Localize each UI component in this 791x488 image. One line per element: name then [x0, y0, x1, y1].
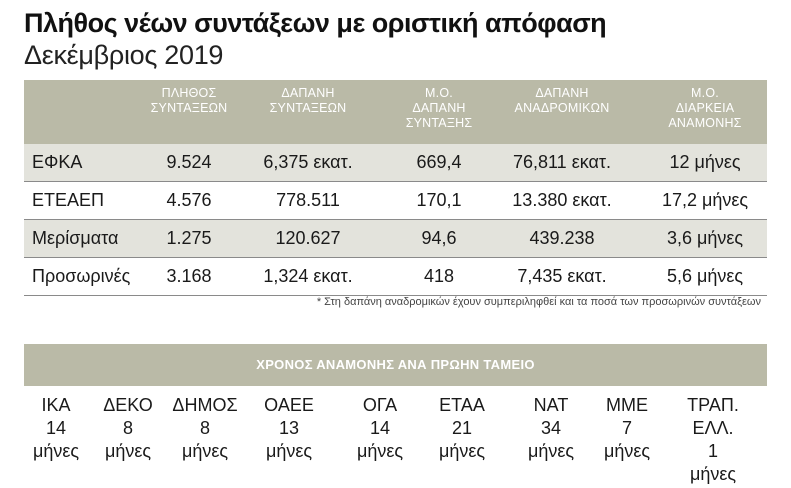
fund-ika: ΙΚΑ 14 μήνες [32, 395, 80, 461]
fund-nat: ΝΑΤ 34 μήνες [527, 395, 575, 461]
pensions-table: ΠΛΗΘΟΣ ΣΥΝΤΑΞΕΩΝ ΔΑΠΑΝΗ ΣΥΝΤΑΞΕΩΝ Μ.Ο. ΔΑΠΑ… [24, 80, 767, 296]
row-count: 9.524 [166, 152, 212, 172]
row-retro: 439.238 [529, 228, 595, 248]
header-count: ΠΛΗΘΟΣ ΣΥΝΤΑΞΕΩΝ [150, 86, 228, 115]
footnote: * Στη δαπάνη αναδρομικών έχουν συμπεριλη… [316, 296, 761, 308]
table-row: ΕΤΕΑΕΠ 4.576 778.511 170,1 13.380 εκατ. … [24, 182, 767, 220]
row-cost: 1,324 εκατ. [263, 266, 353, 286]
fund-dimos: ΔΗΜΟΣ 8 μήνες [172, 395, 238, 461]
fund-oaee: ΟΑΕΕ 13 μήνες [264, 395, 314, 461]
page-title: Πλήθος νέων συντάξεων με οριστική απόφασ… [24, 8, 607, 38]
row-avg-cost: 94,6 [421, 228, 457, 248]
fund-deko: ΔΕΚΟ 8 μήνες [103, 395, 153, 461]
row-avg-cost: 669,4 [416, 152, 462, 172]
page-subtitle: Δεκέμβριος 2019 [24, 40, 224, 70]
row-label: Προσωρινές [32, 266, 131, 286]
row-label: ΕΤΕΑΕΠ [32, 190, 105, 210]
row-wait: 5,6 μήνες [666, 266, 744, 286]
row-wait: 12 μήνες [669, 152, 741, 172]
row-wait: 3,6 μήνες [666, 228, 744, 248]
table-header: ΠΛΗΘΟΣ ΣΥΝΤΑΞΕΩΝ ΔΑΠΑΝΗ ΣΥΝΤΑΞΕΩΝ Μ.Ο. ΔΑΠΑ… [24, 80, 767, 144]
fund-oga: ΟΓΑ 14 μήνες [356, 395, 404, 461]
row-avg-cost: 418 [423, 266, 455, 286]
fund-etaa: ΕΤΑΑ 21 μήνες [438, 395, 486, 461]
header-avg-cost: Μ.Ο. ΔΑΠΑΝΗ ΣΥΝΤΑΞΗΣ [405, 86, 473, 130]
header-retro: ΔΑΠΑΝΗ ΑΝΑΔΡΟΜΙΚΩΝ [514, 86, 610, 115]
row-cost: 120.627 [275, 228, 341, 248]
header-cost: ΔΑΠΑΝΗ ΣΥΝΤΑΞΕΩΝ [269, 86, 347, 115]
row-retro: 7,435 εκατ. [517, 266, 607, 286]
row-wait: 17,2 μήνες [661, 190, 749, 210]
row-count: 4.576 [166, 190, 212, 210]
wait-section-title: ΧΡΟΝΟΣ ΑΝΑΜΟΝΗΣ ΑΝΑ ΠΡΩΗΝ ΤΑΜΕΙΟ [24, 344, 767, 386]
row-cost: 6,375 εκατ. [263, 152, 353, 172]
table-row: Μερίσματα 1.275 120.627 94,6 439.238 3,6… [24, 220, 767, 258]
header-wait: Μ.Ο. ΔΙΑΡΚΕΙΑ ΑΝΑΜΟΝΗΣ [668, 86, 742, 130]
row-label: Μερίσματα [32, 228, 119, 248]
row-avg-cost: 170,1 [416, 190, 462, 210]
row-count: 3.168 [166, 266, 212, 286]
row-cost: 778.511 [276, 190, 340, 210]
row-label: ΕΦΚΑ [32, 152, 83, 172]
table-row: Προσωρινές 3.168 1,324 εκατ. 418 7,435 ε… [24, 258, 767, 296]
row-retro: 13.380 εκατ. [512, 190, 612, 210]
row-count: 1.275 [166, 228, 212, 248]
fund-trap-ell: ΤΡΑΠ. ΕΛΛ. 1 μήνες [687, 395, 739, 484]
row-retro: 76,811 εκατ. [512, 152, 612, 172]
table-row: ΕΦΚΑ 9.524 6,375 εκατ. 669,4 76,811 εκατ… [24, 144, 767, 182]
fund-mme: ΜΜΕ 7 μήνες [603, 395, 651, 461]
